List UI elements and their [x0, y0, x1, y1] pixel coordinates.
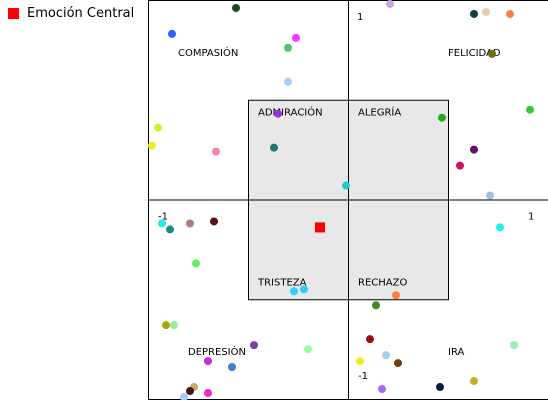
- data-point: [470, 9, 478, 18]
- data-point: [436, 383, 444, 392]
- zone-label: ADMIRACIÓN: [258, 106, 323, 119]
- tick-label-y-min: -1: [358, 371, 368, 382]
- tick-label-x-min: -1: [158, 212, 168, 223]
- data-point: [386, 0, 394, 8]
- data-point: [372, 301, 380, 310]
- data-point: [170, 321, 178, 330]
- tick-label-x-max: 1: [528, 212, 534, 223]
- data-point: [342, 181, 350, 190]
- legend-label: Emoción Central: [27, 6, 135, 21]
- data-point: [204, 389, 212, 398]
- data-point: [186, 219, 194, 228]
- legend-swatch-central-emotion: [8, 8, 19, 19]
- data-point: [304, 345, 312, 354]
- data-point: [274, 109, 282, 118]
- legend: Emoción Central: [8, 6, 134, 21]
- data-point: [270, 143, 278, 152]
- data-point: [212, 147, 220, 156]
- data-point: [470, 145, 478, 154]
- data-point: [292, 33, 300, 42]
- data-point: [482, 7, 490, 16]
- zone-label: ALEGRÍA: [358, 106, 401, 119]
- data-point: [232, 3, 240, 12]
- data-point: [488, 49, 496, 58]
- data-point: [438, 113, 446, 122]
- zone-label: IRA: [448, 347, 464, 358]
- data-point: [284, 77, 292, 86]
- zone-labels: COMPASIÓN FELICIDAD ADMIRACIÓN ALEGRÍA TRIST…: [178, 46, 501, 358]
- data-point: [382, 351, 390, 360]
- zone-label: DEPRESIÓN: [188, 345, 246, 358]
- data-point: [510, 341, 518, 350]
- data-points: [148, 0, 534, 400]
- data-point: [300, 285, 308, 294]
- data-point: [378, 385, 386, 394]
- data-point: [180, 393, 188, 400]
- data-point: [366, 335, 374, 344]
- data-point: [250, 341, 258, 350]
- data-point: [356, 357, 364, 366]
- data-point: [284, 43, 292, 52]
- zone-label: FELICIDAD: [448, 48, 501, 59]
- data-point: [148, 141, 156, 150]
- data-point: [204, 357, 212, 366]
- data-point: [290, 287, 298, 296]
- data-point: [506, 9, 514, 18]
- central-emotion-marker: [315, 222, 325, 233]
- data-point: [166, 225, 174, 234]
- zone-label: COMPASIÓN: [178, 46, 238, 59]
- data-point: [228, 363, 236, 372]
- data-point: [186, 387, 194, 396]
- zone-label: RECHAZO: [358, 277, 407, 288]
- data-point: [162, 321, 170, 330]
- data-point: [168, 29, 176, 38]
- data-point: [154, 123, 162, 132]
- tick-label-y-max: 1: [357, 12, 363, 23]
- data-point: [470, 377, 478, 386]
- data-point: [486, 191, 494, 200]
- data-point: [394, 359, 402, 368]
- data-point: [456, 161, 464, 170]
- data-point: [496, 223, 504, 232]
- data-point: [158, 219, 166, 228]
- data-point: [526, 105, 534, 114]
- tick-labels: 1 -1 1 -1: [158, 12, 534, 382]
- data-point: [210, 217, 218, 226]
- data-point: [392, 291, 400, 300]
- zone-label: TRISTEZA: [257, 277, 307, 288]
- data-point: [192, 259, 200, 268]
